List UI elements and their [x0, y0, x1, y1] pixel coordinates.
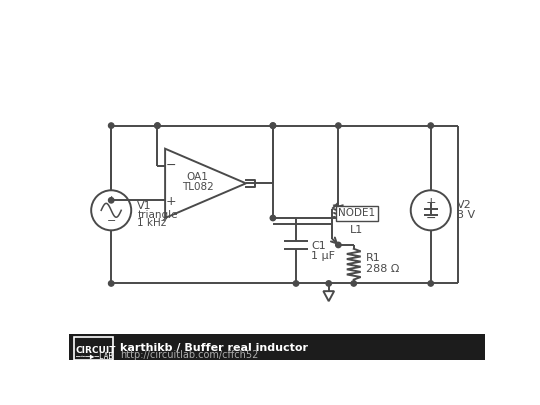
Circle shape — [336, 242, 341, 247]
Circle shape — [109, 281, 114, 286]
Circle shape — [154, 123, 160, 128]
Circle shape — [270, 215, 275, 221]
Text: 1 μF: 1 μF — [312, 251, 335, 261]
Text: +: + — [106, 195, 116, 205]
Circle shape — [326, 281, 332, 286]
Text: –∼–▶–LAB: –∼–▶–LAB — [76, 352, 113, 361]
Text: 3 V: 3 V — [457, 210, 475, 220]
Text: NODE1: NODE1 — [338, 209, 375, 218]
Text: CIRCUIT: CIRCUIT — [76, 346, 116, 355]
Text: −: − — [426, 212, 436, 225]
Circle shape — [336, 123, 341, 128]
Text: C1: C1 — [312, 241, 326, 252]
Text: http://circuitlab.com/cffch52: http://circuitlab.com/cffch52 — [120, 350, 259, 360]
Text: L1: L1 — [350, 224, 363, 234]
Circle shape — [154, 123, 160, 128]
Circle shape — [109, 198, 114, 203]
FancyBboxPatch shape — [336, 206, 377, 221]
Text: R1: R1 — [366, 253, 381, 263]
Circle shape — [428, 123, 434, 128]
Text: OA1: OA1 — [186, 172, 208, 182]
Text: −: − — [166, 159, 177, 172]
Text: triangle: triangle — [137, 210, 178, 220]
Bar — [74, 337, 113, 360]
Circle shape — [428, 281, 434, 286]
Text: −: − — [106, 216, 116, 226]
Circle shape — [351, 281, 356, 286]
Circle shape — [293, 281, 299, 286]
Circle shape — [109, 123, 114, 128]
Bar — [69, 333, 485, 360]
Text: karthikb / Buffer real inductor: karthikb / Buffer real inductor — [120, 343, 308, 353]
Text: V2: V2 — [457, 200, 471, 210]
Text: +: + — [426, 196, 436, 209]
Text: TL082: TL082 — [181, 182, 213, 192]
Circle shape — [270, 123, 275, 128]
Circle shape — [270, 123, 275, 128]
Text: V1: V1 — [137, 201, 152, 211]
Text: 288 Ω: 288 Ω — [366, 264, 400, 274]
Text: 1 kHz: 1 kHz — [137, 218, 167, 228]
Text: +: + — [166, 194, 177, 207]
